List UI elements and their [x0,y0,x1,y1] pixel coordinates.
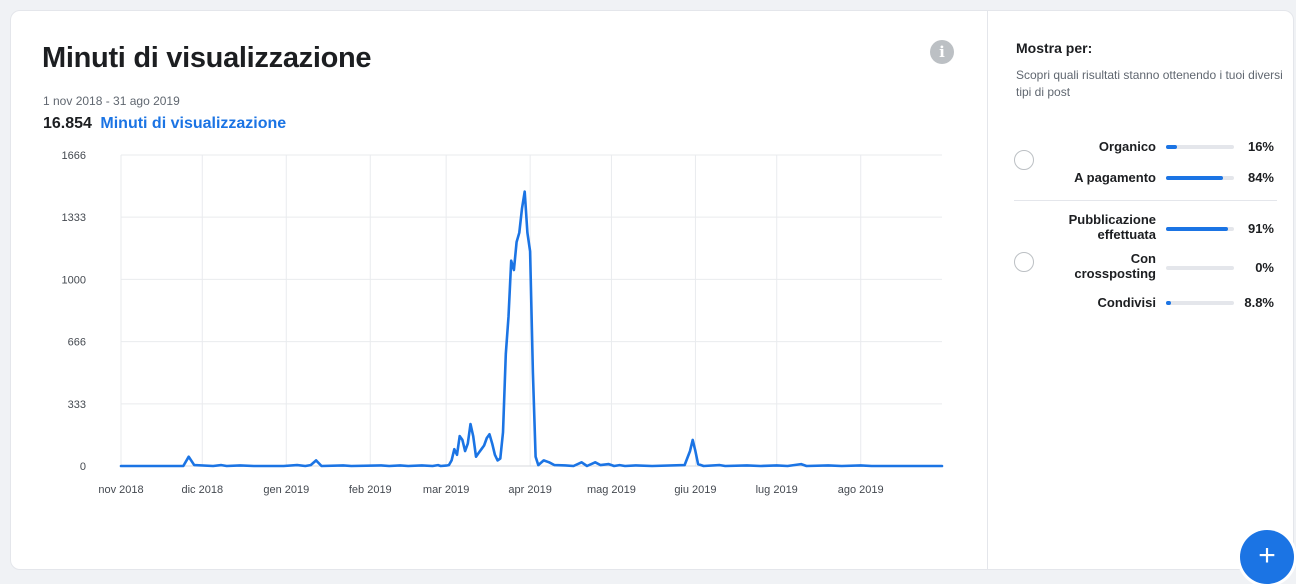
breakdown-row-percent: 84% [1247,170,1274,185]
y-tick-label: 666 [68,337,86,349]
breakdown-bar-track [1166,266,1234,270]
chart-series [119,190,944,468]
chart-panel: Minuti di visualizzazione i 1 nov 2018 -… [11,11,987,569]
breakdown-description: Scopri quali risultati stanno ottenendo … [1016,68,1283,99]
card-title: Minuti di visualizzazione [42,42,372,74]
x-tick-label: nov 2018 [98,484,143,496]
x-tick-label: dic 2018 [181,484,223,496]
insights-card: Minuti di visualizzazione i 1 nov 2018 -… [10,10,1294,570]
total-value: 16.854 [43,115,92,132]
breakdown-row-label: Con crossposting [1074,251,1156,281]
breakdown-row-percent: 16% [1247,139,1274,154]
series-line [119,190,944,468]
breakdown-row-percent: 91% [1247,221,1274,236]
x-tick-label: feb 2019 [349,484,392,496]
y-tick-label: 0 [80,461,86,473]
x-tick-label: ago 2019 [838,484,884,496]
breakdown-bar-fill [1166,227,1228,231]
breakdown-bar-track [1166,227,1234,231]
breakdown-panel: Mostra per: Scopri quali risultati stann… [987,11,1293,569]
breakdown-title: Mostra per: [1016,40,1093,56]
breakdown-bar-track [1166,301,1234,305]
breakdown-bar-track [1166,176,1234,180]
group-divider [1014,200,1277,201]
breakdown-bar-fill [1166,176,1224,180]
breakdown-row-label: Organico [1098,139,1156,154]
x-tick-label: lug 2019 [756,484,798,496]
total-summary: 16.854 Minuti di visualizzazione [43,115,286,133]
x-axis: nov 2018 dic 2018 gen 2019 feb 2019 mar 2019… [98,484,883,496]
y-tick-label: 1333 [62,212,86,224]
x-tick-label: giu 2019 [674,484,716,496]
total-metric-link[interactable]: Minuti di visualizzazione [100,115,287,132]
y-tick-label: 333 [68,399,86,411]
breakdown-bar-fill [1166,145,1177,149]
y-axis: 0 333 666 1000 1333 1666 [62,150,86,473]
date-range: 1 nov 2018 - 31 ago 2019 [43,94,180,108]
breakdown-row-label: Condivisi [1097,295,1156,310]
x-tick-label: gen 2019 [263,484,309,496]
add-button[interactable]: + [1240,530,1294,584]
y-tick-label: 1000 [62,274,86,286]
breakdown-bar-track [1166,145,1234,149]
x-tick-label: apr 2019 [508,484,551,496]
breakdown-bar-fill [1166,301,1171,305]
breakdown-row-percent: 8.8% [1244,295,1274,310]
y-tick-label: 1666 [62,150,86,162]
line-chart: 0 333 666 1000 1333 1666 nov 2018 dic 2018 gen … [62,150,944,496]
radio-button-post-type[interactable] [1014,252,1034,272]
breakdown-row-label: A pagamento [1074,170,1156,185]
info-icon[interactable]: i [930,40,954,64]
x-tick-label: mar 2019 [423,484,469,496]
x-tick-label: mag 2019 [587,484,636,496]
radio-button-promotion[interactable] [1014,150,1034,170]
breakdown-row-label: Pubblicazione effettuata [1068,212,1156,242]
breakdown-row-percent: 0% [1255,260,1274,275]
